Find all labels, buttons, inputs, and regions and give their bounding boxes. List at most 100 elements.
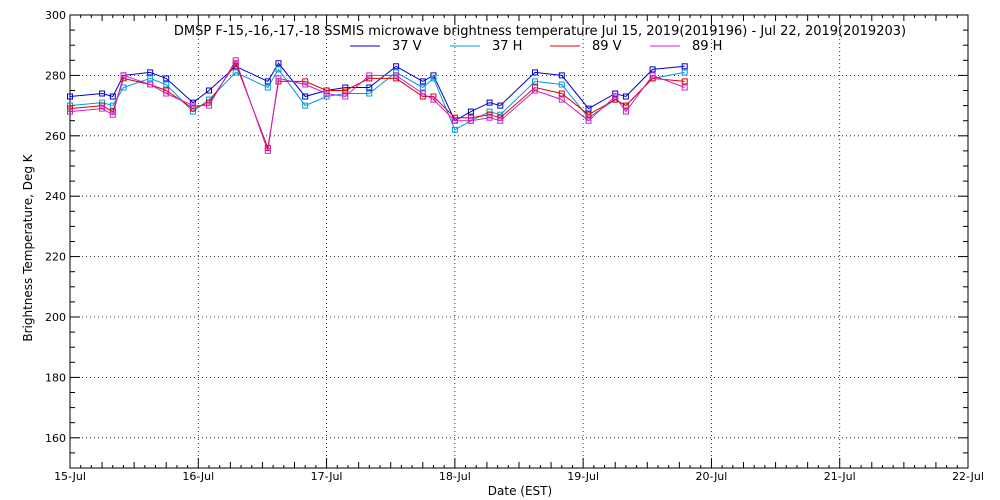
data-point <box>532 87 538 94</box>
data-point <box>302 102 309 109</box>
data-point <box>302 78 309 85</box>
y-tick-label: 300 <box>45 9 66 22</box>
data-point <box>67 108 73 115</box>
data-point <box>430 96 437 103</box>
data-point <box>467 108 474 115</box>
data-point <box>622 93 629 100</box>
x-tick-label: 21-Jul <box>824 470 856 483</box>
data-point <box>486 108 493 115</box>
data-point <box>366 72 373 79</box>
data-point <box>342 87 349 94</box>
legend-label: 37 H <box>492 39 522 54</box>
x-tick-label: 20-Jul <box>695 470 727 483</box>
y-tick-label: 260 <box>45 130 66 143</box>
y-tick-label: 200 <box>45 311 66 324</box>
data-point <box>206 102 212 109</box>
data-point <box>451 126 458 133</box>
data-point <box>585 117 592 124</box>
data-point <box>419 90 426 97</box>
x-tick-label: 22-Jul <box>952 470 984 483</box>
data-point <box>558 96 565 103</box>
data-point <box>451 117 458 124</box>
series-line <box>69 68 685 131</box>
legend-label: 89 V <box>592 39 622 54</box>
data-point <box>558 90 565 97</box>
data-point <box>163 75 170 82</box>
y-tick-label: 280 <box>45 69 66 82</box>
data-point <box>275 60 282 67</box>
data-point <box>366 90 373 97</box>
data-point <box>147 75 154 82</box>
data-point <box>486 99 493 106</box>
data-point <box>163 90 170 97</box>
data-point <box>681 63 688 70</box>
data-point <box>109 93 116 100</box>
series-layer <box>67 57 688 154</box>
data-point <box>532 78 538 85</box>
legend: 37 V 37 H 89 V 89 H <box>350 39 722 54</box>
legend-item: 37 V <box>350 39 422 54</box>
data-point <box>232 69 239 76</box>
legend-label: 89 H <box>692 39 722 54</box>
y-tick-label: 240 <box>45 190 66 203</box>
data-point <box>612 93 619 100</box>
data-point <box>497 102 504 109</box>
data-point <box>486 114 493 121</box>
data-point <box>275 75 282 82</box>
y-tick-label: 180 <box>45 371 66 384</box>
series-1 <box>67 60 688 124</box>
data-point <box>532 69 538 76</box>
data-point <box>99 105 106 112</box>
data-point <box>585 111 592 118</box>
legend-item: 89 V <box>550 39 622 54</box>
axes: 15-Jul 16-Jul 17-Jul 18-Jul 19-Jul 20-Jul 21-J… <box>45 9 984 483</box>
data-point <box>147 69 154 76</box>
data-point <box>649 66 656 73</box>
data-point <box>120 72 127 79</box>
data-point <box>497 117 504 124</box>
legend-label: 37 V <box>392 39 422 54</box>
data-point <box>681 78 688 85</box>
data-point <box>275 66 282 73</box>
data-point <box>649 72 656 79</box>
data-point <box>558 72 565 79</box>
series-line <box>69 59 685 152</box>
data-point <box>622 108 629 115</box>
data-point <box>419 84 426 91</box>
data-point <box>109 111 116 118</box>
chart-title: DMSP F-15,-16,-17,-18 SSMIS microwave br… <box>174 24 906 39</box>
data-point <box>467 117 474 124</box>
y-axis-label: Brightness Temperature, Deg K <box>21 153 35 341</box>
y-tick-label: 160 <box>45 432 66 445</box>
data-point <box>67 93 73 100</box>
legend-item: 89 H <box>650 39 722 54</box>
data-point <box>264 147 271 154</box>
data-point <box>393 72 400 79</box>
x-tick-label: 17-Jul <box>311 470 343 483</box>
data-point <box>264 78 271 85</box>
data-point <box>622 102 629 109</box>
x-axis-label: Date (EST) <box>488 484 552 498</box>
grid <box>70 15 968 468</box>
data-point <box>430 75 437 82</box>
data-point <box>366 84 373 91</box>
data-point <box>681 84 688 91</box>
data-point <box>681 69 688 76</box>
data-point <box>163 81 170 88</box>
data-point <box>393 63 400 70</box>
series-line <box>69 62 685 122</box>
data-point <box>323 90 330 97</box>
x-tick-label: 15-Jul <box>54 470 86 483</box>
data-point <box>264 84 271 91</box>
data-point <box>302 81 309 88</box>
y-tick-label: 220 <box>45 251 66 264</box>
data-point <box>585 105 592 112</box>
x-tick-label: 18-Jul <box>439 470 471 483</box>
series-4 <box>67 57 688 154</box>
x-tick-label: 16-Jul <box>182 470 214 483</box>
data-point <box>206 87 212 94</box>
data-point <box>189 102 196 109</box>
data-point <box>232 57 239 64</box>
